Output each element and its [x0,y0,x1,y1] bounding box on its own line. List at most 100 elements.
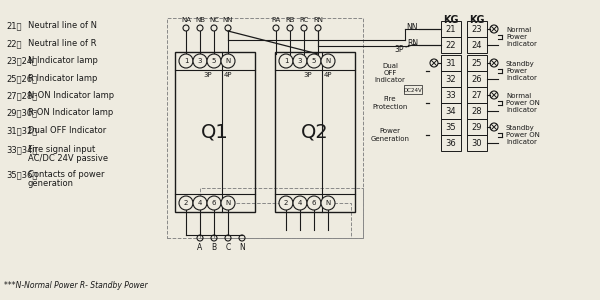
Text: 3P: 3P [395,44,404,53]
Text: 3: 3 [198,58,202,64]
Text: Dual OFF Indicator: Dual OFF Indicator [28,126,106,135]
Text: Power ON: Power ON [506,132,540,138]
Text: 6: 6 [312,200,316,206]
Text: 4P: 4P [224,72,232,78]
Text: C: C [226,243,230,252]
Text: 2: 2 [284,200,288,206]
Bar [200,188,363,238]
Text: Normal: Normal [506,27,531,33]
Text: 5: 5 [212,58,216,64]
Circle shape [193,54,207,68]
Text: 2: 2 [184,200,188,206]
Text: Indicator: Indicator [506,75,537,81]
Text: N: N [226,58,230,64]
Text: RN: RN [313,17,323,23]
Text: 31、32；: 31、32； [6,126,37,135]
Text: 36: 36 [446,139,457,148]
Text: 21；: 21； [6,21,22,30]
Text: 22: 22 [446,40,456,50]
Bar [467,55,487,71]
Text: Indicator: Indicator [506,139,537,145]
Circle shape [221,196,235,210]
Text: Power: Power [506,34,527,40]
Bar [467,37,487,53]
Bar [441,71,461,87]
Text: 32: 32 [446,74,457,83]
Text: 31: 31 [446,58,457,68]
Text: DC24V: DC24V [404,88,422,94]
Text: RB: RB [285,17,295,23]
Bar [441,119,461,135]
Text: NC: NC [209,17,219,23]
Text: 35: 35 [446,122,457,131]
Circle shape [221,54,235,68]
Bar [467,103,487,119]
Bar [214,203,351,238]
Text: RC: RC [299,17,308,23]
Bar [467,71,487,87]
Text: Power: Power [506,68,527,74]
Circle shape [279,54,293,68]
Text: 28: 28 [472,106,482,116]
Text: 27: 27 [472,91,482,100]
Circle shape [207,54,221,68]
Text: 35、36；: 35、36； [6,170,37,179]
Text: 25: 25 [472,58,482,68]
Text: Contacts of power: Contacts of power [28,170,104,179]
Text: 29、30；: 29、30； [6,108,37,117]
Text: 3P: 3P [304,72,313,78]
Text: 29: 29 [472,122,482,131]
Text: 21: 21 [446,25,456,34]
Text: KG: KG [443,15,459,25]
Text: B: B [211,243,217,252]
Circle shape [307,54,321,68]
Text: 24: 24 [472,40,482,50]
Text: 1: 1 [184,58,188,64]
Text: NN: NN [223,17,233,23]
Bar [441,21,461,37]
Bar [467,135,487,151]
Text: Indicator: Indicator [506,107,537,113]
Text: 23、24；: 23、24； [6,56,37,65]
Text: 4P: 4P [324,72,332,78]
Text: KG: KG [469,15,485,25]
Text: 30: 30 [472,139,482,148]
Bar [441,103,461,119]
Bar [467,119,487,135]
Text: Power ON: Power ON [506,100,540,106]
Text: 3: 3 [298,58,302,64]
Text: 1: 1 [284,58,288,64]
Text: N: N [239,243,245,252]
Text: Q2: Q2 [301,122,329,142]
Text: 26: 26 [472,74,482,83]
Text: 5: 5 [312,58,316,64]
Circle shape [193,196,207,210]
Text: NN: NN [407,23,418,32]
Text: OFF: OFF [383,70,397,76]
Text: Standby: Standby [506,125,535,131]
Text: 4: 4 [298,200,302,206]
Bar [167,18,363,238]
Bar [441,87,461,103]
Bar [467,21,487,37]
Bar [404,85,422,94]
Text: R-ON Indicator lamp: R-ON Indicator lamp [28,108,113,117]
Text: A: A [197,243,203,252]
Circle shape [307,196,321,210]
Bar [441,135,461,151]
Circle shape [279,196,293,210]
Bar [275,52,355,212]
Text: N: N [226,200,230,206]
Text: RN: RN [407,40,418,49]
Text: 23: 23 [472,25,482,34]
Text: R Indicator lamp: R Indicator lamp [28,74,97,83]
Bar [441,55,461,71]
Text: NA: NA [181,17,191,23]
Text: 3P: 3P [203,72,212,78]
Text: N: N [325,58,331,64]
Text: 27、28；: 27、28； [6,91,37,100]
Text: Q1: Q1 [201,122,229,142]
Circle shape [321,196,335,210]
Text: Indicator: Indicator [374,77,406,83]
Text: Neutral line of N: Neutral line of N [28,21,97,30]
